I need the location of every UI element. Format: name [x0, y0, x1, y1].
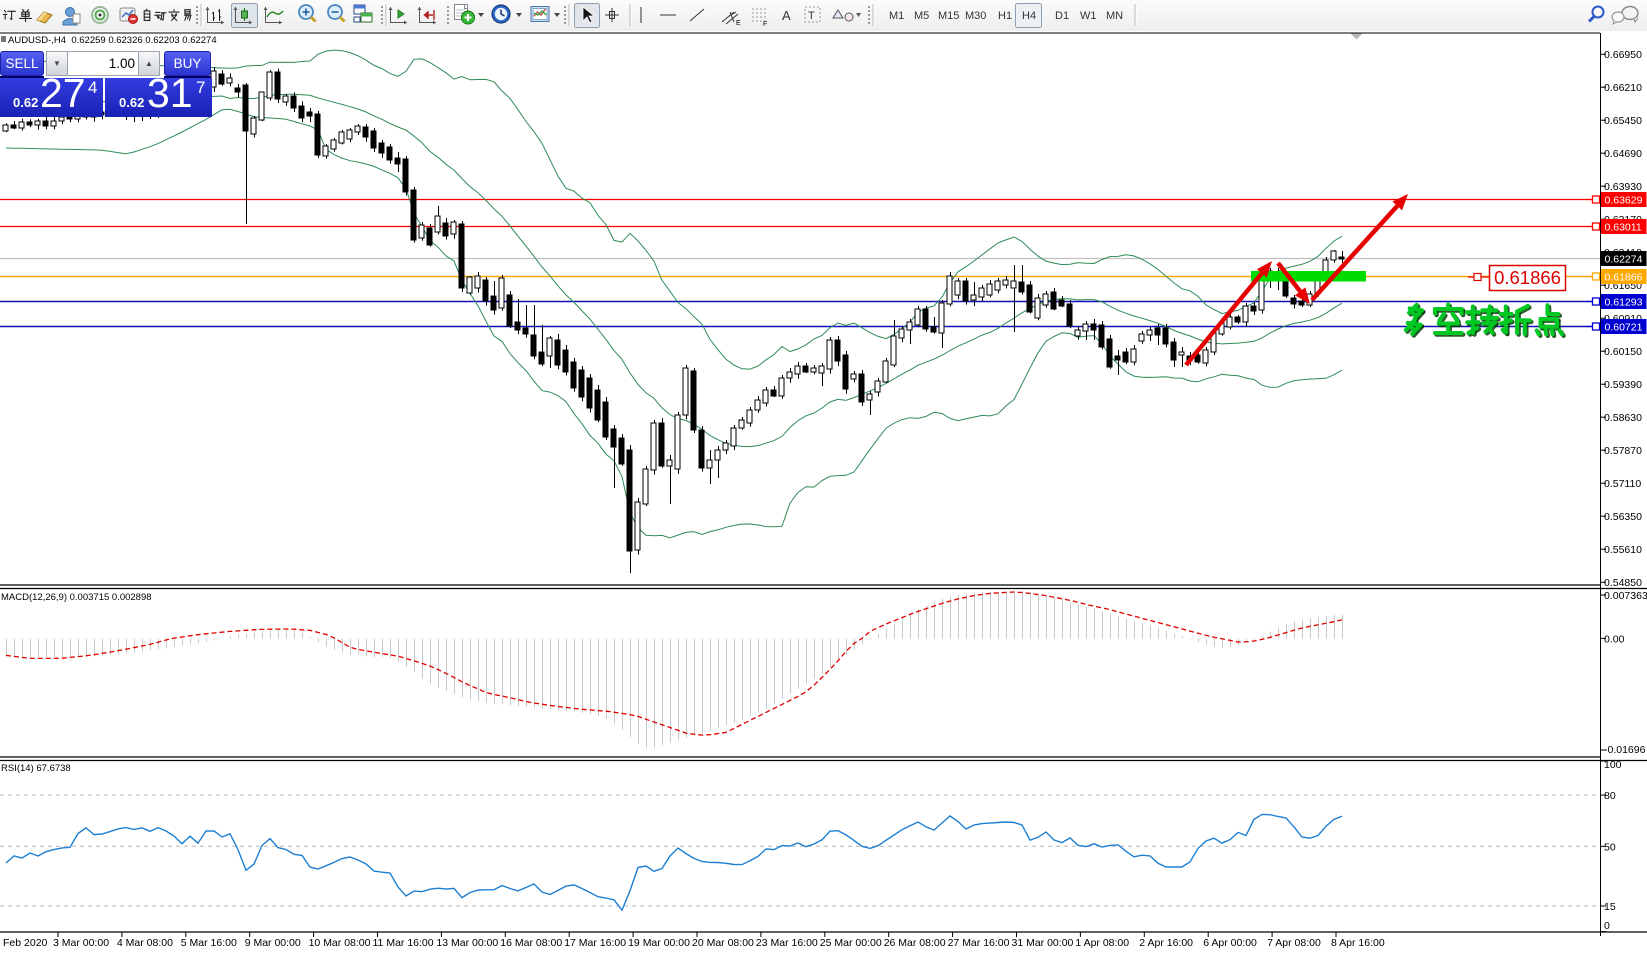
svg-text:27 Mar 16:00: 27 Mar 16:00: [948, 937, 1010, 949]
svg-text:8 Apr 16:00: 8 Apr 16:00: [1331, 937, 1385, 949]
svg-text:0.65450: 0.65450: [1604, 115, 1642, 127]
svg-text:0.61293: 0.61293: [1605, 297, 1643, 309]
svg-text:H1: H1: [998, 10, 1012, 22]
svg-text:2 Apr 16:00: 2 Apr 16:00: [1139, 937, 1193, 949]
svg-text:17 Mar 16:00: 17 Mar 16:00: [564, 937, 626, 949]
svg-text:0.57870: 0.57870: [1604, 445, 1642, 457]
svg-text:20 Mar 08:00: 20 Mar 08:00: [692, 937, 754, 949]
svg-text:MN: MN: [1106, 10, 1123, 22]
svg-text:H4: H4: [1022, 10, 1036, 22]
svg-text:16 Mar 08:00: 16 Mar 08:00: [500, 937, 562, 949]
svg-text:0.58630: 0.58630: [1604, 412, 1642, 424]
svg-text:0.64690: 0.64690: [1604, 148, 1642, 160]
svg-text:100: 100: [1604, 759, 1622, 771]
svg-text:RSI(14) 67.6738: RSI(14) 67.6738: [1, 763, 71, 774]
svg-text:31 Mar 00:00: 31 Mar 00:00: [1012, 937, 1074, 949]
svg-text:0.63629: 0.63629: [1605, 195, 1643, 207]
svg-text:50: 50: [1604, 841, 1616, 853]
svg-text:M15: M15: [938, 10, 959, 22]
svg-text:Feb 2020: Feb 2020: [3, 937, 48, 949]
svg-text:0.007363: 0.007363: [1604, 590, 1647, 602]
svg-text:26 Mar 08:00: 26 Mar 08:00: [884, 937, 946, 949]
svg-text:10 Mar 08:00: 10 Mar 08:00: [309, 937, 371, 949]
svg-text:80: 80: [1604, 790, 1616, 802]
svg-text:0.59390: 0.59390: [1604, 379, 1642, 391]
svg-text:0.63011: 0.63011: [1605, 222, 1642, 234]
svg-text:M1: M1: [889, 10, 904, 22]
svg-text:1 Apr 08:00: 1 Apr 08:00: [1075, 937, 1129, 949]
svg-text:0.60721: 0.60721: [1605, 322, 1643, 334]
svg-text:0.55610: 0.55610: [1604, 544, 1642, 556]
svg-text:9 Mar 00:00: 9 Mar 00:00: [245, 937, 301, 949]
svg-text:E: E: [736, 20, 741, 27]
svg-text:0.56350: 0.56350: [1604, 511, 1642, 523]
svg-text:0.00: 0.00: [1604, 633, 1625, 645]
svg-text:T: T: [808, 10, 815, 22]
svg-text:0.62274: 0.62274: [1605, 254, 1643, 266]
svg-text:F: F: [763, 21, 767, 28]
svg-text:5 Mar 16:00: 5 Mar 16:00: [181, 937, 237, 949]
svg-text:0.63930: 0.63930: [1604, 181, 1642, 193]
svg-text:23 Mar 16:00: 23 Mar 16:00: [756, 937, 818, 949]
svg-text:3 Mar 00:00: 3 Mar 00:00: [53, 937, 109, 949]
svg-text:0: 0: [1604, 920, 1610, 932]
svg-text:AUDUSD-,H4 0.62259 0.62326 0.: AUDUSD-,H4 0.62259 0.62326 0.62203 0.622…: [8, 35, 217, 46]
svg-text:6 Apr 00:00: 6 Apr 00:00: [1203, 937, 1257, 949]
svg-text:25 Mar 00:00: 25 Mar 00:00: [820, 937, 882, 949]
svg-text:0.66210: 0.66210: [1604, 82, 1642, 94]
svg-text:0.61866: 0.61866: [1605, 272, 1643, 284]
svg-text:0.66950: 0.66950: [1604, 49, 1642, 61]
svg-text:M5: M5: [914, 10, 929, 22]
svg-text:15: 15: [1604, 901, 1616, 913]
svg-text:11 Mar 16:00: 11 Mar 16:00: [373, 937, 434, 949]
svg-text:-0.01696: -0.01696: [1604, 744, 1646, 756]
svg-text:0.54850: 0.54850: [1604, 577, 1642, 589]
svg-text:M30: M30: [965, 10, 986, 22]
svg-text:0.60150: 0.60150: [1604, 346, 1642, 358]
svg-text:D1: D1: [1055, 10, 1069, 22]
svg-text:0.57110: 0.57110: [1604, 478, 1641, 490]
svg-text:MACD(12,26,9) 0.003715 0.00289: MACD(12,26,9) 0.003715 0.002898: [1, 592, 152, 603]
svg-text:19 Mar 00:00: 19 Mar 00:00: [628, 937, 690, 949]
svg-text:13 Mar 00:00: 13 Mar 00:00: [436, 937, 498, 949]
svg-text:4 Mar 08:00: 4 Mar 08:00: [117, 937, 173, 949]
svg-text:0.61866: 0.61866: [1494, 267, 1561, 288]
svg-text:7 Apr 08:00: 7 Apr 08:00: [1267, 937, 1321, 949]
svg-text:W1: W1: [1080, 10, 1097, 22]
svg-text:A: A: [782, 8, 791, 23]
